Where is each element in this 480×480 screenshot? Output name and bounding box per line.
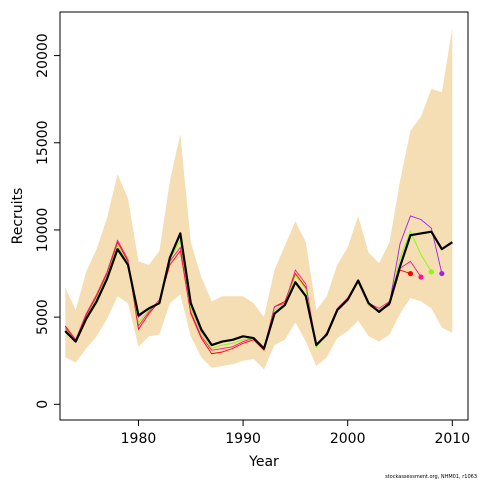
x-tick-label: 1990 [225, 431, 261, 447]
main-series-layer [64, 230, 453, 350]
x-tick-label: 2010 [434, 431, 470, 447]
retrospective-endpoints-layer [407, 269, 445, 280]
plot-frame [59, 11, 469, 421]
y-tick-label: 5000 [35, 299, 51, 335]
retro-endpoint-4 [439, 270, 445, 277]
x-tick-label: 2000 [330, 431, 366, 447]
x-tick-label: 1980 [121, 431, 157, 447]
retro-endpoint-2 [418, 274, 424, 280]
x-axis-label: Year [248, 454, 279, 470]
x-axis: 1980 1990 2000 2010 [121, 420, 470, 447]
confidence-band [65, 27, 453, 370]
main-series-line [64, 230, 453, 350]
y-tick-label: 15000 [35, 120, 51, 165]
y-axis: 0 5000 10000 15000 20000 [35, 33, 60, 409]
retro-endpoint-3 [428, 269, 434, 275]
confidence-band-layer [65, 27, 453, 370]
retro-endpoint-1 [407, 270, 414, 277]
y-axis-label: Recruits [10, 188, 26, 245]
credit-text: stockassessment.org, NHM01, r1063 [385, 474, 477, 480]
y-tick-label: 0 [35, 400, 51, 409]
y-tick-label: 20000 [35, 33, 51, 78]
y-tick-label: 10000 [35, 208, 51, 253]
